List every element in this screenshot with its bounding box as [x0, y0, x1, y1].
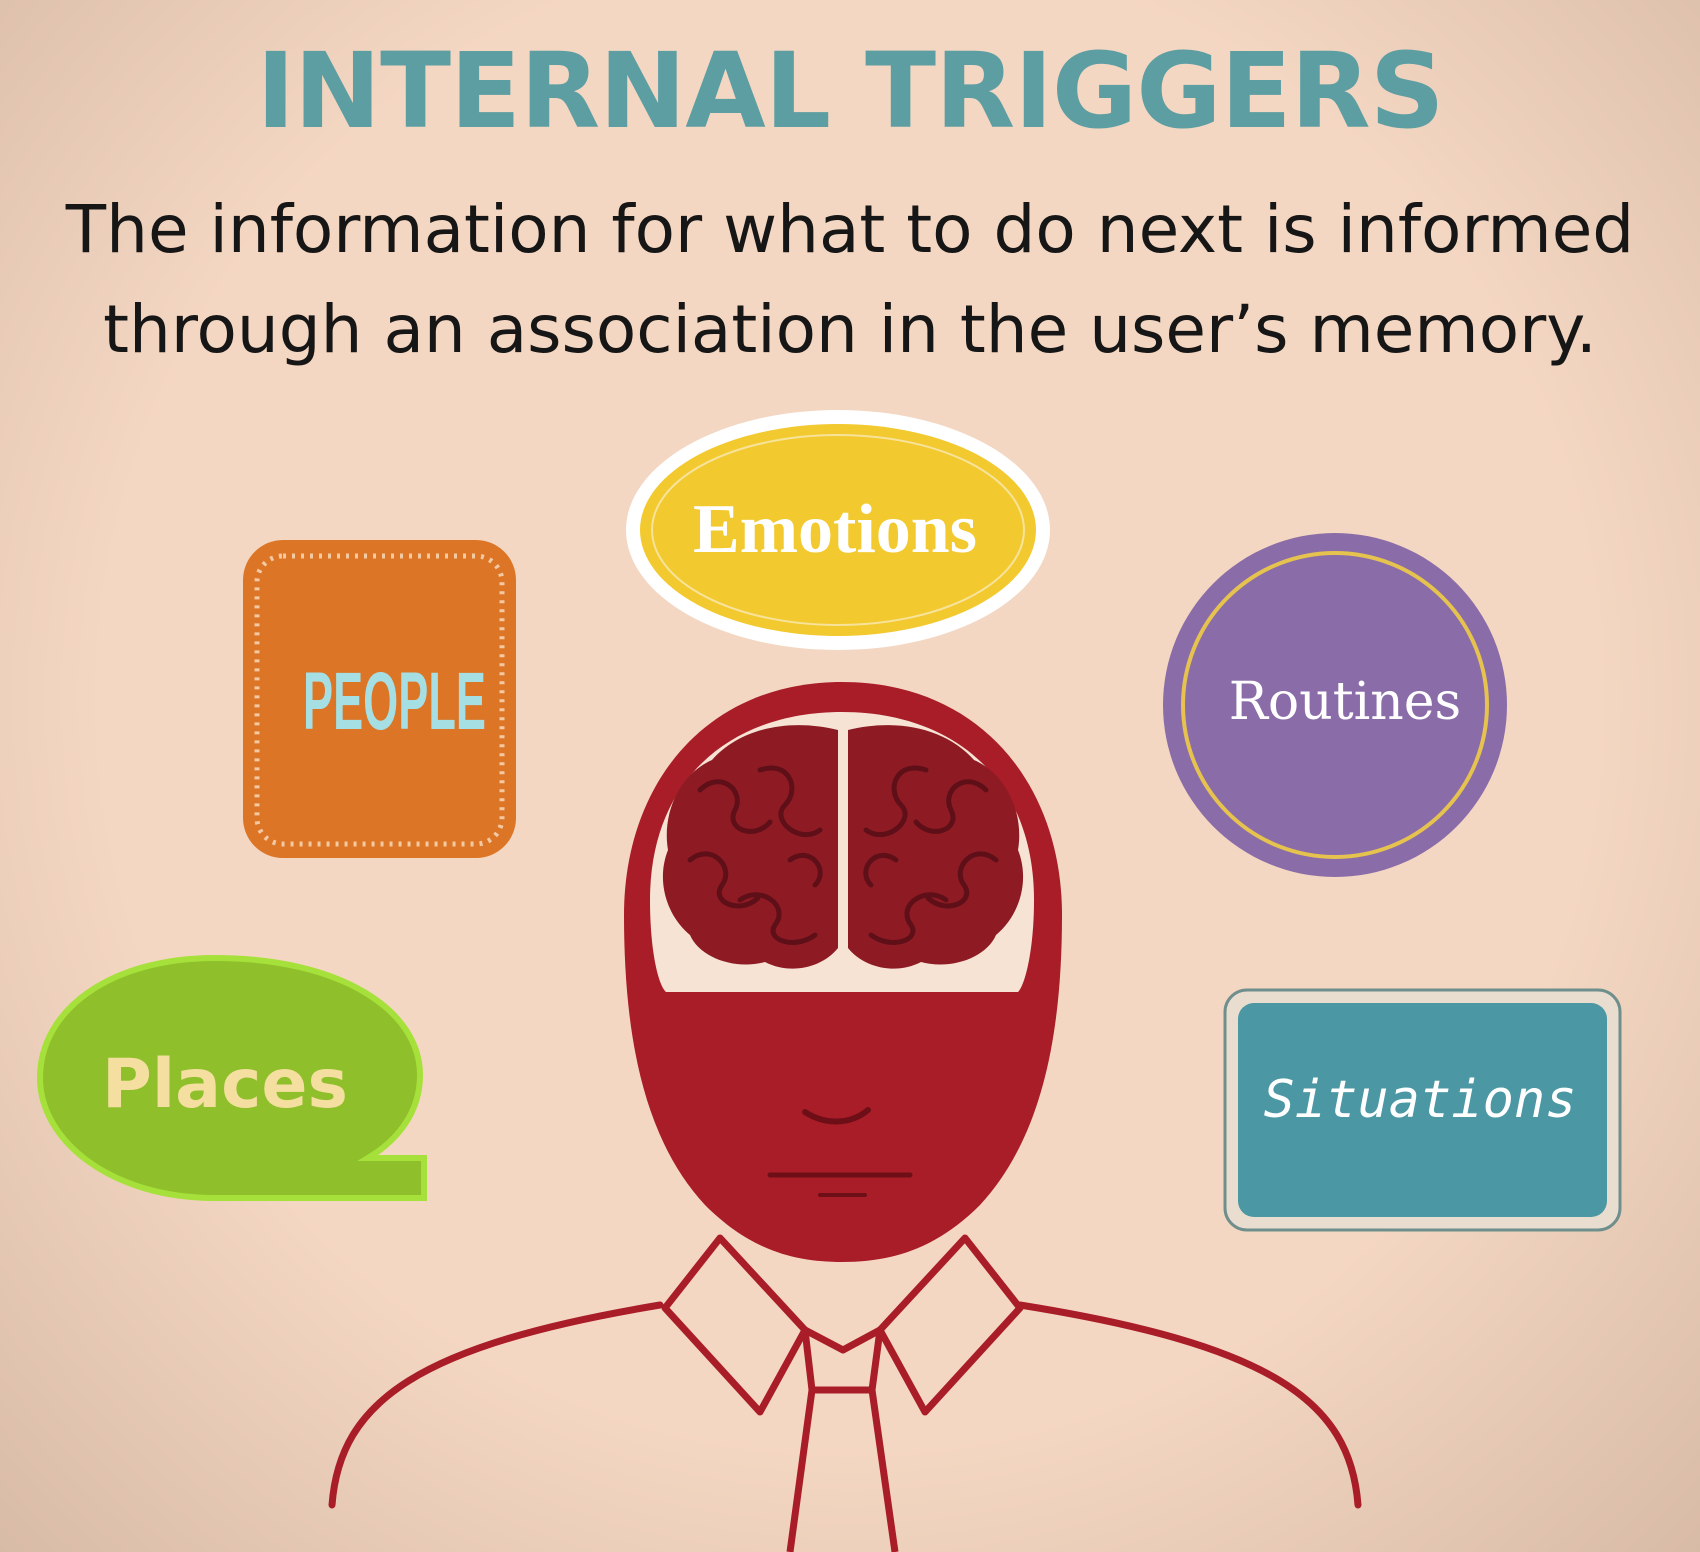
routines-label: Routines [1228, 672, 1462, 732]
subtitle-line-2: through an association in the user’s mem… [103, 291, 1597, 368]
situations-label: Situations [1263, 1070, 1577, 1130]
people-badge [243, 540, 516, 858]
people-label: PEOPLE [303, 656, 486, 747]
person-figure [328, 682, 1362, 1552]
slide-title: INTERNAL TRIGGERS [256, 30, 1444, 152]
situations-badge [1223, 988, 1622, 1232]
places-label: Places [102, 1045, 348, 1124]
slide-subtitle: The information for what to do next is i… [30, 180, 1670, 380]
emotions-badge [626, 410, 1050, 650]
routines-badge [1163, 533, 1507, 877]
brain-icon [662, 725, 1024, 969]
subtitle-line-1: The information for what to do next is i… [65, 191, 1635, 268]
places-badge [36, 954, 427, 1202]
emotions-label: Emotions [693, 491, 977, 568]
